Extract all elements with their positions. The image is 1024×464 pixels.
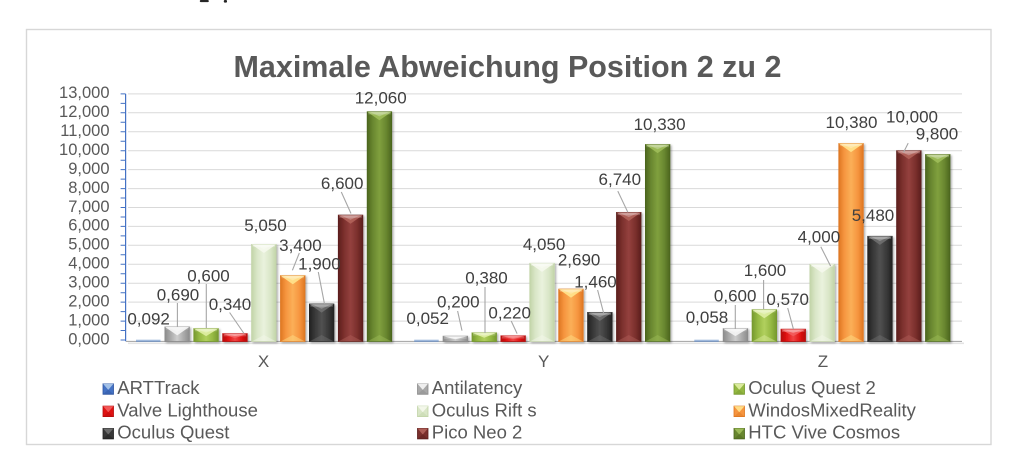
svg-text:11,000: 11,000 bbox=[60, 122, 109, 140]
svg-text:0,052: 0,052 bbox=[406, 309, 449, 328]
svg-text:1,600: 1,600 bbox=[744, 261, 787, 280]
svg-text:0,570: 0,570 bbox=[766, 290, 809, 309]
svg-text:7,000: 7,000 bbox=[68, 198, 109, 216]
svg-text:0,058: 0,058 bbox=[686, 308, 729, 327]
svg-text:Oculus Rift s: Oculus Rift s bbox=[432, 399, 537, 420]
svg-text:2,690: 2,690 bbox=[558, 251, 601, 270]
svg-text:13,000: 13,000 bbox=[59, 84, 109, 102]
svg-text:9,800: 9,800 bbox=[916, 125, 959, 144]
svg-text:Y: Y bbox=[538, 352, 549, 371]
svg-text:Oculus Quest 2: Oculus Quest 2 bbox=[748, 377, 876, 398]
svg-text:12,000: 12,000 bbox=[59, 103, 109, 121]
svg-text:Z: Z bbox=[818, 352, 828, 371]
svg-text:0,000: 0,000 bbox=[68, 330, 109, 348]
svg-text:12,060: 12,060 bbox=[355, 88, 407, 107]
svg-text:3,000: 3,000 bbox=[68, 274, 109, 292]
svg-text:6,740: 6,740 bbox=[599, 170, 642, 189]
svg-text:1,000: 1,000 bbox=[68, 311, 109, 329]
svg-text:0,600: 0,600 bbox=[714, 286, 757, 305]
svg-text:1,900: 1,900 bbox=[298, 255, 341, 274]
svg-text:0,340: 0,340 bbox=[209, 295, 252, 314]
svg-text:6,600: 6,600 bbox=[321, 174, 364, 193]
svg-text:5,050: 5,050 bbox=[244, 216, 287, 235]
svg-text:0,380: 0,380 bbox=[465, 269, 508, 288]
svg-text:HTC Vive Cosmos: HTC Vive Cosmos bbox=[748, 422, 900, 443]
svg-text:Oculus Quest: Oculus Quest bbox=[117, 422, 229, 443]
svg-text:0,092: 0,092 bbox=[127, 310, 170, 329]
svg-text:Pico Neo 2: Pico Neo 2 bbox=[432, 422, 523, 443]
svg-text:0,600: 0,600 bbox=[187, 267, 230, 286]
svg-text:3,400: 3,400 bbox=[279, 236, 322, 255]
svg-text:WindosMixedReality: WindosMixedReality bbox=[748, 399, 916, 420]
svg-text:0,220: 0,220 bbox=[488, 304, 531, 323]
svg-text:10,330: 10,330 bbox=[634, 115, 686, 134]
svg-text:10,380: 10,380 bbox=[826, 113, 878, 132]
svg-text:0,200: 0,200 bbox=[437, 293, 480, 312]
svg-text:4,050: 4,050 bbox=[523, 235, 566, 254]
svg-text:4,000: 4,000 bbox=[68, 255, 109, 273]
svg-text:10,000: 10,000 bbox=[59, 141, 109, 159]
svg-text:8,000: 8,000 bbox=[68, 179, 109, 197]
svg-text:Valve Lighthouse: Valve Lighthouse bbox=[117, 399, 258, 420]
svg-text:Maximale Abweichung Position 2: Maximale Abweichung Position 2 zu 2 bbox=[234, 50, 782, 84]
svg-text:ARTTrack: ARTTrack bbox=[117, 377, 200, 398]
svg-text:10,000: 10,000 bbox=[886, 107, 938, 126]
svg-text:X: X bbox=[258, 352, 269, 371]
svg-text:5,000: 5,000 bbox=[68, 236, 109, 254]
svg-text:5,480: 5,480 bbox=[852, 206, 895, 225]
svg-text:0,690: 0,690 bbox=[157, 285, 200, 304]
svg-text:9,000: 9,000 bbox=[68, 160, 109, 178]
svg-text:2,000: 2,000 bbox=[68, 292, 109, 310]
svg-text:Antilatency: Antilatency bbox=[432, 377, 523, 398]
svg-text:6,000: 6,000 bbox=[68, 217, 109, 235]
svg-text:4,000: 4,000 bbox=[798, 228, 841, 247]
svg-text:1,460: 1,460 bbox=[574, 273, 617, 292]
